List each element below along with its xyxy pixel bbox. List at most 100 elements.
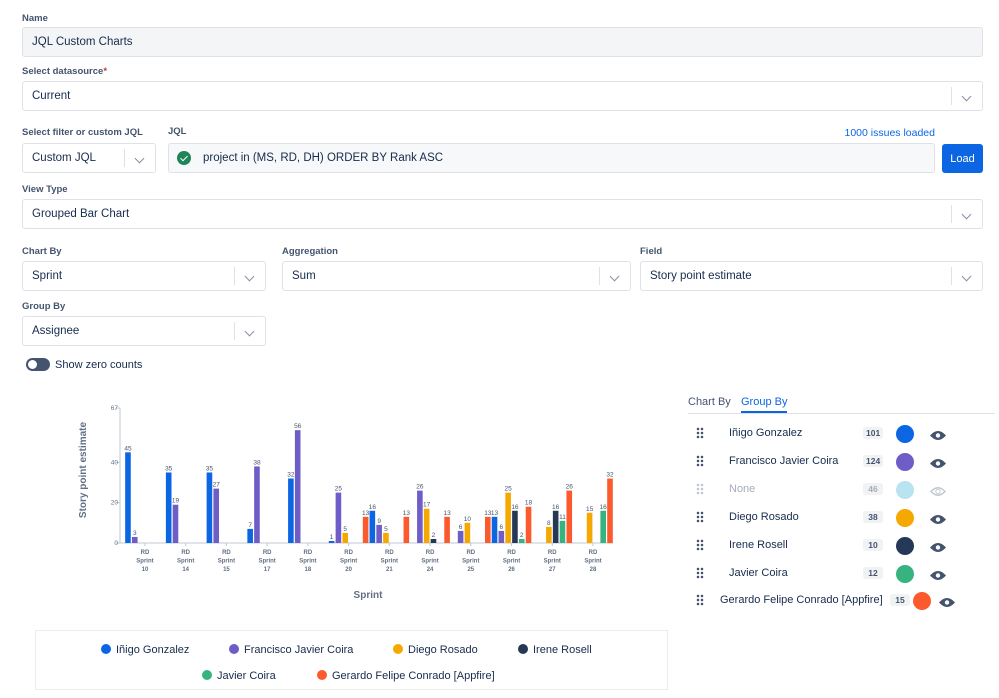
bar: [491, 516, 498, 543]
x-tick-label: RD Sprint 20: [340, 550, 357, 573]
eye-icon: [930, 487, 946, 496]
row-name: Diego Rosado: [729, 511, 799, 523]
datasource-select[interactable]: Current: [22, 81, 983, 111]
visibility-toggle[interactable]: [930, 484, 946, 496]
select-value: Custom JQL: [32, 152, 96, 164]
tab[interactable]: Chart By: [688, 396, 731, 408]
bar: [423, 508, 430, 543]
bar: [172, 504, 179, 543]
row-name: Javier Coira: [729, 567, 788, 579]
row-name: Gerardo Felipe Conrado [Appfire]: [720, 594, 883, 606]
value-label: 35: [206, 465, 214, 472]
tab[interactable]: Group By: [741, 396, 788, 413]
bar: [566, 490, 573, 543]
name-input[interactable]: JQL Custom Charts: [22, 27, 983, 57]
x-tick-label: RD Sprint 10: [136, 550, 153, 573]
value-label: 19: [172, 498, 180, 505]
x-tick-label: RD Sprint 18: [299, 550, 316, 573]
toggle[interactable]: [26, 358, 50, 371]
y-tick-label: 20: [111, 500, 119, 507]
value-label: 17: [423, 502, 431, 509]
value-label: 9: [377, 518, 381, 525]
bar: [518, 538, 525, 543]
eye-pupil: [935, 545, 941, 550]
bar: [288, 478, 294, 543]
color-swatch[interactable]: [896, 509, 914, 527]
value-label: 13: [491, 510, 499, 517]
count-badge: 46: [863, 483, 883, 495]
count-badge: 12: [863, 567, 883, 579]
value-label: 1: [330, 534, 334, 541]
bar: [254, 466, 260, 543]
value-label: 25: [505, 486, 513, 493]
chart-by-select[interactable]: Sprint: [22, 261, 266, 291]
field-select[interactable]: Story point estimate: [640, 261, 983, 291]
value-label: 5: [384, 526, 388, 533]
color-swatch[interactable]: [896, 565, 914, 583]
label-text: Select datasource: [22, 66, 104, 77]
value-label: 13: [403, 510, 411, 517]
bar: [600, 510, 606, 543]
select-value: Sum: [292, 270, 316, 282]
bar: [417, 490, 423, 543]
visibility-toggle[interactable]: [930, 568, 946, 580]
value-label: 26: [566, 484, 574, 491]
label: JQL: [168, 126, 187, 137]
label: Name: [22, 13, 48, 24]
jql-text: project in (MS, RD, DH) ORDER BY Rank AS…: [203, 152, 444, 164]
value-label: 7: [248, 522, 252, 529]
color-swatch[interactable]: [896, 537, 914, 555]
value-label: 16: [600, 504, 608, 511]
label: Aggregation: [282, 246, 338, 257]
view-type-select[interactable]: Grouped Bar Chart: [22, 199, 983, 229]
bar: [165, 472, 172, 543]
row-name: Francisco Javier Coira: [729, 455, 839, 467]
bar: [586, 512, 593, 543]
bar: [444, 516, 450, 543]
select-value: Sprint: [32, 270, 63, 282]
eye-pupil: [944, 600, 950, 605]
row-name: Iñigo Gonzalez: [729, 427, 803, 439]
drag-handle: [696, 511, 704, 523]
visibility-toggle[interactable]: [939, 595, 955, 607]
row-name: None: [729, 483, 756, 495]
value-label: 16: [511, 504, 519, 511]
bar: [512, 510, 518, 543]
visibility-toggle[interactable]: [930, 428, 946, 440]
color-swatch[interactable]: [896, 481, 914, 499]
color-swatch[interactable]: [896, 425, 914, 443]
visibility-toggle[interactable]: [930, 456, 946, 468]
label: Chart By: [22, 246, 62, 257]
visibility-toggle[interactable]: [930, 540, 946, 552]
valid-icon: [177, 151, 191, 165]
value-label: 32: [606, 472, 614, 479]
color-swatch[interactable]: [913, 592, 931, 610]
bar: [430, 538, 437, 543]
count-badge: 124: [863, 455, 884, 467]
visibility-toggle[interactable]: [930, 512, 946, 524]
legend-box: [35, 630, 668, 690]
y-tick-label: 40: [111, 459, 119, 466]
value-label: 6: [459, 524, 463, 531]
y-tick-label: 0: [114, 540, 118, 547]
x-tick-label: RD Sprint 25: [462, 550, 479, 573]
bar: [607, 478, 613, 543]
label: Select filter or custom JQL: [22, 127, 143, 138]
load-button[interactable]: Load: [942, 144, 983, 173]
value-label: 25: [335, 486, 343, 493]
bar: [131, 536, 138, 543]
y-axis-label: Story point estimate: [78, 422, 89, 519]
label: Select datasource*: [22, 66, 107, 77]
value-label: 10: [464, 516, 472, 523]
group-by-select[interactable]: Assignee: [22, 316, 266, 346]
drag-handle: [696, 455, 704, 467]
bar: [485, 516, 491, 543]
bar: [206, 472, 213, 543]
value-label: 8: [547, 520, 551, 527]
filter-select[interactable]: Custom JQL: [22, 143, 156, 173]
jql-input[interactable]: project in (MS, RD, DH) ORDER BY Rank AS…: [168, 143, 935, 173]
aggregation-select[interactable]: Sum: [282, 261, 631, 291]
label: Group By: [22, 301, 66, 312]
color-swatch[interactable]: [896, 453, 914, 471]
